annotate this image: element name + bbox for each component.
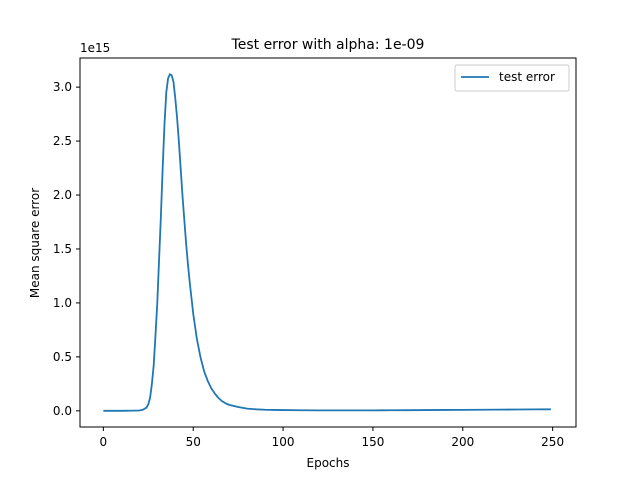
series-line-test-error (103, 73, 551, 412)
x-tick-label: 0 (100, 435, 108, 449)
y-tick-label: 2.5 (53, 134, 72, 148)
x-tick-label: 200 (451, 435, 474, 449)
x-axis-label: Epochs (307, 456, 350, 470)
legend-label: test error (499, 70, 555, 84)
x-tick-label: 100 (272, 435, 295, 449)
legend-box (454, 64, 570, 92)
y-tick-label: 1.5 (53, 242, 72, 256)
y-tick-label: 0.0 (53, 404, 72, 418)
y-tick-label: 1.0 (53, 296, 72, 310)
y-axis: 0.0 0.5 1.0 1.5 2.0 2.5 3.0 (53, 80, 80, 418)
plot-area (79, 57, 577, 428)
y-tick-label: 0.5 (53, 350, 72, 364)
y-axis-scale-label: 1e15 (80, 41, 110, 55)
y-tick-label: 2.0 (53, 188, 72, 202)
y-tick-label: 3.0 (53, 80, 72, 94)
x-tick-label: 50 (186, 435, 201, 449)
axes-frame (79, 57, 577, 428)
x-axis: 0 50 100 150 200 250 (100, 427, 564, 449)
x-tick-label: 250 (541, 435, 564, 449)
legend: test error (454, 64, 570, 92)
chart-title: Test error with alpha: 1e-09 (231, 37, 425, 53)
x-tick-label: 150 (361, 435, 384, 449)
y-axis-label: Mean square error (28, 188, 42, 298)
